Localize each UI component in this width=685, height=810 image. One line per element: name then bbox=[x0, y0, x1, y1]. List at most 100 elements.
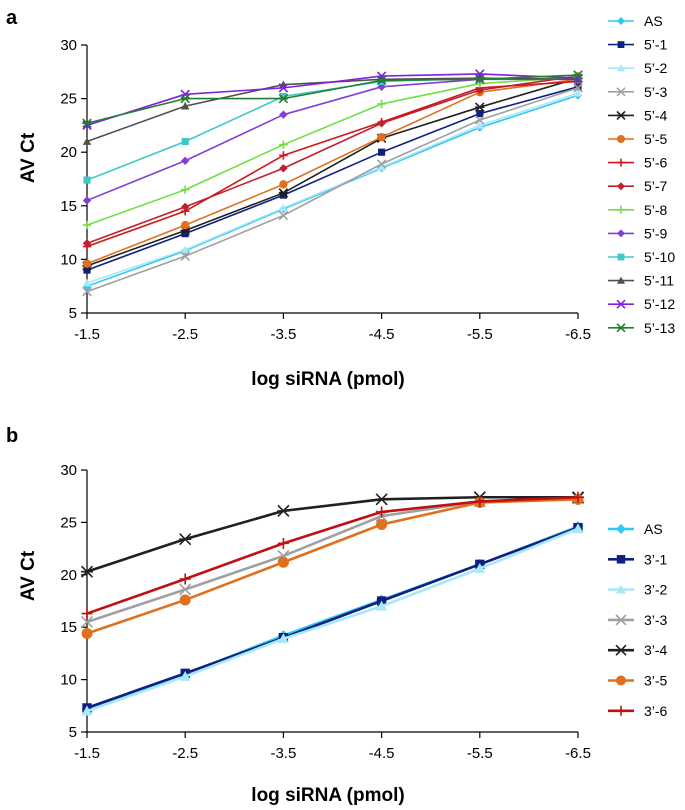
legend-label: 3’-5 bbox=[644, 673, 668, 689]
data-point bbox=[376, 159, 387, 169]
legend-marker bbox=[616, 323, 626, 333]
legend-marker bbox=[617, 64, 625, 72]
series-a-9 bbox=[82, 75, 583, 205]
series-a-11 bbox=[82, 74, 583, 145]
legend-item: AS bbox=[608, 13, 663, 29]
series-b-6 bbox=[81, 491, 584, 620]
series-line bbox=[86, 86, 579, 271]
data-point bbox=[376, 71, 387, 81]
series-line bbox=[86, 92, 579, 284]
data-point bbox=[81, 705, 93, 716]
legend-item: 5’-5 bbox=[608, 131, 668, 147]
y-tick-label: 30 bbox=[60, 37, 77, 54]
legend-item: AS bbox=[608, 521, 663, 537]
legend-item: 3’-2 bbox=[608, 582, 668, 598]
data-point bbox=[474, 495, 486, 507]
legend-marker bbox=[616, 675, 626, 686]
x-tick-label: -1.5 bbox=[74, 326, 100, 343]
series-line bbox=[86, 78, 578, 202]
data-point bbox=[278, 83, 289, 93]
data-point bbox=[179, 583, 192, 596]
legend-item: 5’-12 bbox=[608, 296, 675, 312]
legend-label: 5’-3 bbox=[644, 84, 668, 100]
data-point bbox=[572, 523, 584, 534]
y-tick-label: 20 bbox=[60, 567, 77, 584]
data-point bbox=[179, 670, 191, 681]
legend-label: 5’-9 bbox=[644, 225, 668, 241]
data-point bbox=[476, 110, 484, 118]
series-line bbox=[86, 75, 579, 245]
legend-marker bbox=[617, 41, 625, 48]
legend-item: 5’-11 bbox=[608, 273, 674, 289]
data-point bbox=[181, 230, 189, 238]
legend-item: 5’-8 bbox=[608, 202, 668, 218]
y-tick-label: 10 bbox=[60, 672, 77, 689]
panel-a: a 5 10 15 20 25 30 -1.5 -2.5 -3.5 -4.5 -5.5 -6.5 AV… bbox=[6, 7, 675, 390]
panel-b: b 5 10 15 20 25 30 -1.5 -2.5 -3.5 -4.5 -5.5 -6.5 AV… bbox=[6, 425, 668, 806]
legend-item: 5’-7 bbox=[608, 178, 668, 194]
data-point bbox=[82, 220, 92, 230]
data-point bbox=[181, 185, 190, 194]
legend-label: 5’-11 bbox=[644, 273, 674, 289]
panel-a-plot-area bbox=[86, 45, 578, 314]
data-point bbox=[83, 266, 91, 274]
series-line bbox=[86, 80, 579, 248]
series-a-12 bbox=[82, 69, 583, 131]
series-b-3 bbox=[80, 492, 585, 629]
legend-label: 5’-10 bbox=[644, 249, 675, 265]
y-tick-label: 25 bbox=[60, 91, 77, 108]
series-line bbox=[86, 526, 579, 710]
data-point bbox=[279, 140, 288, 149]
series-line bbox=[86, 78, 579, 265]
series-line bbox=[86, 498, 579, 635]
y-tick-label: 25 bbox=[60, 514, 77, 531]
x-tick-label: -6.5 bbox=[565, 326, 591, 343]
series-a-13 bbox=[82, 70, 583, 129]
data-point bbox=[279, 92, 287, 101]
y-tick-label: 5 bbox=[69, 305, 77, 322]
data-point bbox=[278, 210, 289, 221]
data-point bbox=[376, 75, 387, 86]
data-point bbox=[82, 239, 92, 248]
data-point bbox=[181, 137, 189, 146]
data-point bbox=[181, 245, 190, 254]
data-point bbox=[278, 93, 289, 104]
y-tick-label: 5 bbox=[69, 724, 77, 741]
legend-label: AS bbox=[644, 13, 663, 29]
x-tick-label: -2.5 bbox=[172, 326, 198, 343]
legend-item: 5’-6 bbox=[608, 155, 668, 171]
series-line bbox=[86, 74, 579, 125]
legend-marker bbox=[617, 182, 625, 191]
series-line bbox=[86, 77, 579, 267]
data-point bbox=[279, 191, 287, 199]
legend-item: 3’-4 bbox=[608, 642, 668, 658]
legend-marker bbox=[616, 705, 626, 716]
legend-label: 5’-5 bbox=[644, 131, 668, 147]
y-tick-label: 15 bbox=[60, 198, 77, 215]
legend-label: 5’-4 bbox=[644, 107, 668, 123]
data-point bbox=[180, 251, 190, 261]
data-point bbox=[82, 286, 92, 297]
series-line bbox=[86, 495, 579, 615]
legend-marker bbox=[616, 555, 626, 564]
data-point bbox=[475, 102, 485, 112]
data-point bbox=[80, 565, 94, 578]
data-point bbox=[179, 573, 191, 585]
series-line bbox=[86, 527, 579, 713]
panel-b-letter: b bbox=[6, 425, 18, 447]
data-point bbox=[279, 180, 288, 189]
x-tick-label: -4.5 bbox=[369, 745, 395, 762]
legend-item: 5’-9 bbox=[608, 225, 668, 241]
x-tick-label: -4.5 bbox=[369, 326, 395, 343]
data-point bbox=[277, 633, 289, 644]
legend-item: 5’-13 bbox=[608, 320, 675, 336]
legend-item: 3’-6 bbox=[608, 703, 668, 719]
data-point bbox=[279, 110, 288, 119]
legend-marker bbox=[615, 644, 627, 656]
legend-item: 3’-1 bbox=[608, 551, 668, 567]
panel-b-x-axis-title: log siRNA (pmol) bbox=[251, 785, 404, 806]
panel-a-y-axis-title: AV Ct bbox=[18, 132, 39, 183]
data-point bbox=[181, 220, 190, 230]
data-point bbox=[277, 537, 289, 549]
